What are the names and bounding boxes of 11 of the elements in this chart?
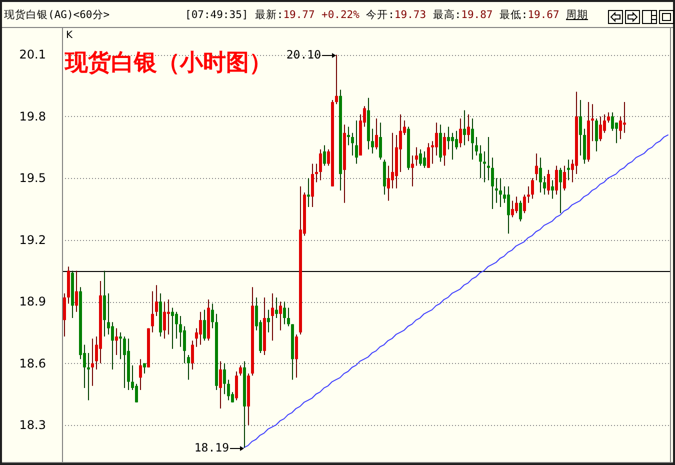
y-tick-label: 20.1	[19, 48, 46, 62]
y-tick-label: 18.6	[19, 356, 46, 370]
annotation: 20.10	[286, 48, 322, 62]
title: 现货白银（小时图）	[65, 50, 272, 76]
y-tick-label: 18.9	[19, 294, 46, 309]
y-tick-label: 19.2	[19, 232, 46, 247]
annotation: 18.19	[194, 440, 230, 455]
y-tick-label: 18.3	[19, 418, 46, 432]
header: 现货白银(AG)<60分> [07:49:35] 最新:19.77 +0.22% 今开:19.73 最高:19.87 最低:19.67 周期	[4, 9, 588, 21]
y-tick-label: 19.5	[19, 171, 46, 186]
y-tick-label: 19.8	[19, 109, 46, 124]
